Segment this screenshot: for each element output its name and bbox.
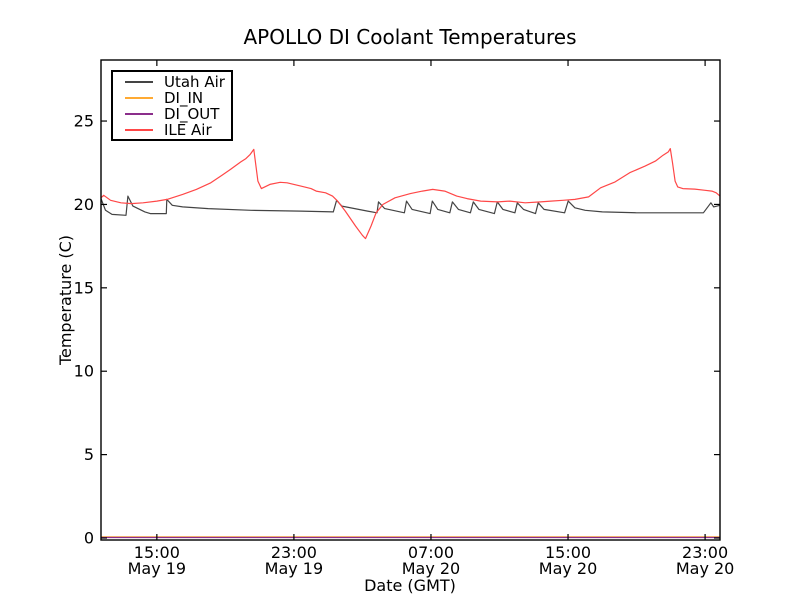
y-tick-label: 20 <box>74 195 94 214</box>
x-tick-label: 23:00 May 20 <box>676 543 735 578</box>
legend-label: Utah Air <box>164 73 225 91</box>
x-tick-label: 23:00 May 19 <box>265 543 324 578</box>
legend-label: ILE Air <box>164 121 212 139</box>
tick-layer: 15:00 May 19 23:00 May 19 07:00 May 20 15:00 Ma… <box>74 60 735 578</box>
y-tick-label: 25 <box>74 112 94 131</box>
legend-label: DI_IN <box>164 89 204 107</box>
legend-item-di-out: DI_OUT <box>113 106 231 122</box>
x-tick-label: 15:00 May 20 <box>539 543 598 578</box>
series-layer <box>100 148 721 539</box>
legend-line-sample <box>125 97 153 99</box>
x-tick-label: 15:00 May 19 <box>128 543 187 578</box>
legend-line-sample <box>125 113 153 115</box>
x-tick-label: 07:00 May 20 <box>402 543 461 578</box>
y-tick-label: 10 <box>74 362 94 381</box>
legend-item-utah-air: Utah Air <box>113 74 231 90</box>
y-tick-label: 0 <box>84 528 94 547</box>
legend-item-di-in: DI_IN <box>113 90 231 106</box>
series-line-ile-air <box>100 148 721 240</box>
chart-title: APOLLO DI Coolant Temperatures <box>243 25 576 49</box>
legend-line-sample <box>125 81 153 83</box>
legend-line-sample <box>125 129 153 131</box>
y-tick-label: 5 <box>84 445 94 464</box>
series-line-utah-air <box>100 195 721 216</box>
y-axis-label: Temperature (C) <box>56 235 75 366</box>
x-axis-label: Date (GMT) <box>364 576 456 595</box>
legend-item-ile-air: ILE Air <box>113 122 231 138</box>
legend: Utah Air DI_IN DI_OUT ILE Air <box>111 70 233 141</box>
legend-label: DI_OUT <box>164 105 220 123</box>
y-tick-label: 15 <box>74 278 94 297</box>
plot-border <box>100 59 721 541</box>
